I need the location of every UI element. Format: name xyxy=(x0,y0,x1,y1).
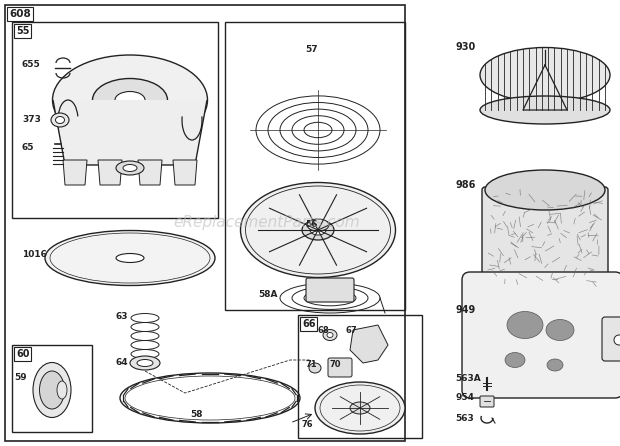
Text: 655: 655 xyxy=(22,60,41,69)
Text: 76: 76 xyxy=(302,420,314,429)
FancyBboxPatch shape xyxy=(306,278,354,302)
Text: 70: 70 xyxy=(330,360,342,369)
Ellipse shape xyxy=(45,231,215,285)
Polygon shape xyxy=(138,160,162,185)
Text: 67: 67 xyxy=(345,326,356,335)
Ellipse shape xyxy=(323,330,337,340)
Text: 563A: 563A xyxy=(455,374,480,383)
Ellipse shape xyxy=(315,382,405,434)
Text: 57: 57 xyxy=(305,45,317,54)
Ellipse shape xyxy=(309,363,321,373)
Text: 65: 65 xyxy=(22,143,35,152)
Text: 58: 58 xyxy=(190,410,203,419)
Text: 563: 563 xyxy=(455,414,474,423)
Ellipse shape xyxy=(40,371,64,409)
Text: 68: 68 xyxy=(318,326,330,335)
Text: 63: 63 xyxy=(115,312,128,321)
Text: 58A: 58A xyxy=(258,290,278,299)
Ellipse shape xyxy=(310,225,326,235)
Ellipse shape xyxy=(241,182,396,277)
Ellipse shape xyxy=(116,161,144,175)
Polygon shape xyxy=(53,100,207,165)
Text: 55: 55 xyxy=(16,26,30,36)
Text: 59: 59 xyxy=(14,373,27,382)
Text: 56: 56 xyxy=(305,220,317,229)
FancyBboxPatch shape xyxy=(462,272,620,398)
Ellipse shape xyxy=(116,253,144,263)
Ellipse shape xyxy=(130,356,160,370)
Ellipse shape xyxy=(33,363,71,417)
Text: 949: 949 xyxy=(455,305,476,315)
Text: 71: 71 xyxy=(305,360,317,369)
Ellipse shape xyxy=(614,335,620,345)
Text: eReplacementParts.com: eReplacementParts.com xyxy=(173,215,360,231)
Text: 986: 986 xyxy=(455,180,476,190)
Ellipse shape xyxy=(302,220,334,240)
Ellipse shape xyxy=(123,165,137,172)
Ellipse shape xyxy=(546,319,574,340)
Text: 60: 60 xyxy=(16,349,30,359)
Ellipse shape xyxy=(485,170,605,210)
Text: 66: 66 xyxy=(302,319,316,329)
Text: 373: 373 xyxy=(22,115,41,124)
Ellipse shape xyxy=(480,96,610,124)
FancyBboxPatch shape xyxy=(480,396,494,407)
FancyBboxPatch shape xyxy=(602,317,620,361)
Text: 608: 608 xyxy=(9,9,31,19)
Ellipse shape xyxy=(57,381,67,399)
Text: 1016: 1016 xyxy=(22,250,47,259)
Polygon shape xyxy=(173,160,197,185)
Ellipse shape xyxy=(51,113,69,127)
Text: 64: 64 xyxy=(115,358,128,367)
Ellipse shape xyxy=(480,48,610,103)
Ellipse shape xyxy=(547,359,563,371)
Ellipse shape xyxy=(307,219,329,231)
Ellipse shape xyxy=(507,311,543,339)
Ellipse shape xyxy=(137,359,153,367)
Polygon shape xyxy=(63,160,87,185)
Ellipse shape xyxy=(327,333,333,338)
Polygon shape xyxy=(98,160,122,185)
Ellipse shape xyxy=(56,116,64,124)
Ellipse shape xyxy=(115,91,145,108)
Ellipse shape xyxy=(350,402,370,414)
Polygon shape xyxy=(350,325,388,363)
Ellipse shape xyxy=(53,55,208,145)
Text: 930: 930 xyxy=(455,42,476,52)
Ellipse shape xyxy=(505,352,525,368)
Ellipse shape xyxy=(92,78,167,121)
Text: 954: 954 xyxy=(455,393,474,402)
FancyBboxPatch shape xyxy=(482,187,608,293)
FancyBboxPatch shape xyxy=(328,358,352,377)
